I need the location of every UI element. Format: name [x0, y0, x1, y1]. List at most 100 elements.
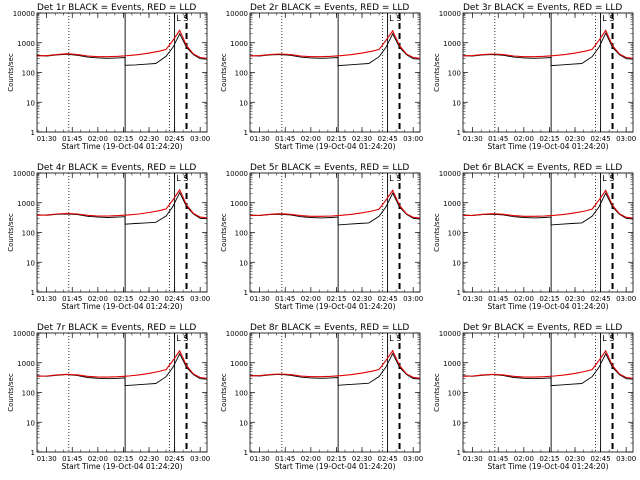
- x-tick-label: 02:15: [113, 295, 133, 303]
- x-tick-label: 03:00: [403, 135, 423, 143]
- chart-panel: Det 1r BLACK = Events, RED = LLD 1 10 100 10…: [7, 3, 210, 151]
- chart-panel: Det 3r BLACK = Events, RED = LLD 1 10 100 10…: [433, 3, 636, 151]
- x-tick-label: 03:00: [403, 295, 423, 303]
- x-tick-label: 02:00: [88, 455, 108, 463]
- chart-panel: Det 7r BLACK = Events, RED = LLD 1 10 100 10…: [7, 323, 210, 471]
- y-tick-label: 1: [31, 129, 35, 137]
- y-tick-label: 10: [452, 99, 461, 107]
- y-tick-label: 10: [239, 259, 248, 267]
- chart-title: Det 2r BLACK = Events, RED = LLD: [250, 3, 409, 13]
- x-tick-label: 02:00: [88, 295, 108, 303]
- chart-panel: Det 5r BLACK = Events, RED = LLD 1 10 100 10…: [220, 163, 423, 311]
- x-tick-label: 02:30: [139, 295, 159, 303]
- x-tick-label: 02:30: [352, 135, 372, 143]
- x-tick-label: 02:00: [301, 135, 321, 143]
- x-tick-label: 02:45: [377, 295, 397, 303]
- x-axis-label: Start Time (19-Oct-04 01:24:20): [61, 462, 182, 471]
- x-axis-label: Start Time (19-Oct-04 01:24:20): [274, 142, 395, 151]
- corner-label: L S: [176, 174, 188, 183]
- y-tick-label: 10: [239, 99, 248, 107]
- series-line-events: [250, 192, 420, 226]
- y-tick-label: 1: [244, 289, 248, 297]
- x-axis-label: Start Time (19-Oct-04 01:24:20): [487, 142, 608, 151]
- x-tick-label: 01:45: [488, 455, 508, 463]
- x-tick-label: 02:30: [565, 455, 585, 463]
- x-tick-label: 01:30: [37, 455, 57, 463]
- y-tick-label: 10: [26, 419, 35, 427]
- series-line-events: [37, 191, 207, 225]
- corner-label: L S: [602, 174, 614, 183]
- y-tick-label: 10: [239, 419, 248, 427]
- series-line-lld: [37, 349, 207, 379]
- y-tick-label: 1000: [230, 200, 248, 208]
- y-tick-label: 1: [244, 129, 248, 137]
- x-axis-label: Start Time (19-Oct-04 01:24:20): [487, 302, 608, 311]
- y-tick-label: 1000: [17, 40, 35, 48]
- series-line-lld: [463, 29, 633, 59]
- series-line-lld: [37, 29, 207, 59]
- chart-title: Det 7r BLACK = Events, RED = LLD: [37, 323, 196, 333]
- plot-frame: [36, 332, 208, 453]
- x-axis-label: Start Time (19-Oct-04 01:24:20): [61, 302, 182, 311]
- x-tick-label: 02:45: [590, 135, 610, 143]
- chart-title: Det 9r BLACK = Events, RED = LLD: [463, 323, 622, 333]
- corner-label: L S: [389, 334, 401, 343]
- y-tick-label: 1000: [443, 200, 461, 208]
- chart-panel: Det 2r BLACK = Events, RED = LLD 1 10 100 10…: [220, 3, 423, 151]
- x-tick-label: 01:45: [62, 135, 82, 143]
- x-tick-label: 01:30: [250, 295, 270, 303]
- series-line-events: [37, 352, 207, 387]
- y-tick-label: 1000: [443, 40, 461, 48]
- x-tick-label: 01:30: [37, 135, 57, 143]
- plot-frame: [36, 172, 208, 293]
- y-axis-label: Counts/sec: [220, 213, 228, 252]
- x-tick-label: 01:45: [275, 135, 295, 143]
- x-tick-label: 02:15: [539, 295, 559, 303]
- corner-label: L S: [389, 174, 401, 183]
- plot-frame: [462, 172, 634, 293]
- series-line-lld: [463, 349, 633, 379]
- plot-frame: [249, 12, 421, 133]
- x-tick-label: 02:00: [514, 455, 534, 463]
- series-line-events: [463, 32, 633, 67]
- x-tick-label: 03:00: [616, 295, 636, 303]
- x-tick-label: 02:45: [164, 135, 184, 143]
- plot-frame: [249, 172, 421, 293]
- plot-frame: [462, 332, 634, 453]
- corner-label: L S: [602, 14, 614, 23]
- y-tick-label: 100: [22, 230, 35, 238]
- x-tick-label: 01:45: [488, 295, 508, 303]
- series-line-lld: [463, 189, 633, 219]
- y-tick-label: 10: [452, 419, 461, 427]
- y-tick-label: 1000: [17, 200, 35, 208]
- x-tick-label: 03:00: [403, 455, 423, 463]
- y-tick-label: 100: [22, 390, 35, 398]
- chart-title: Det 3r BLACK = Events, RED = LLD: [463, 3, 622, 13]
- x-tick-label: 03:00: [190, 135, 210, 143]
- x-tick-label: 02:45: [164, 295, 184, 303]
- x-tick-label: 02:00: [301, 295, 321, 303]
- x-tick-label: 02:15: [539, 135, 559, 143]
- chart-title: Det 6r BLACK = Events, RED = LLD: [463, 163, 622, 173]
- y-tick-label: 100: [235, 390, 248, 398]
- x-tick-label: 03:00: [190, 455, 210, 463]
- y-axis-label: Counts/sec: [7, 213, 15, 252]
- y-tick-label: 10000: [13, 10, 35, 18]
- y-tick-label: 10000: [439, 330, 461, 338]
- x-tick-label: 03:00: [190, 295, 210, 303]
- series-line-lld: [37, 188, 207, 219]
- series-line-lld: [250, 189, 420, 219]
- chart-title: Det 8r BLACK = Events, RED = LLD: [250, 323, 409, 333]
- y-tick-label: 1000: [17, 360, 35, 368]
- plot-frame: [462, 12, 634, 133]
- x-tick-label: 02:15: [326, 455, 346, 463]
- y-tick-label: 100: [22, 70, 35, 78]
- x-tick-label: 03:00: [616, 135, 636, 143]
- corner-label: L S: [176, 334, 188, 343]
- x-axis-label: Start Time (19-Oct-04 01:24:20): [274, 302, 395, 311]
- plot-frame: [249, 332, 421, 453]
- y-tick-label: 10: [452, 259, 461, 267]
- y-tick-label: 1: [457, 289, 461, 297]
- x-tick-label: 02:30: [352, 295, 372, 303]
